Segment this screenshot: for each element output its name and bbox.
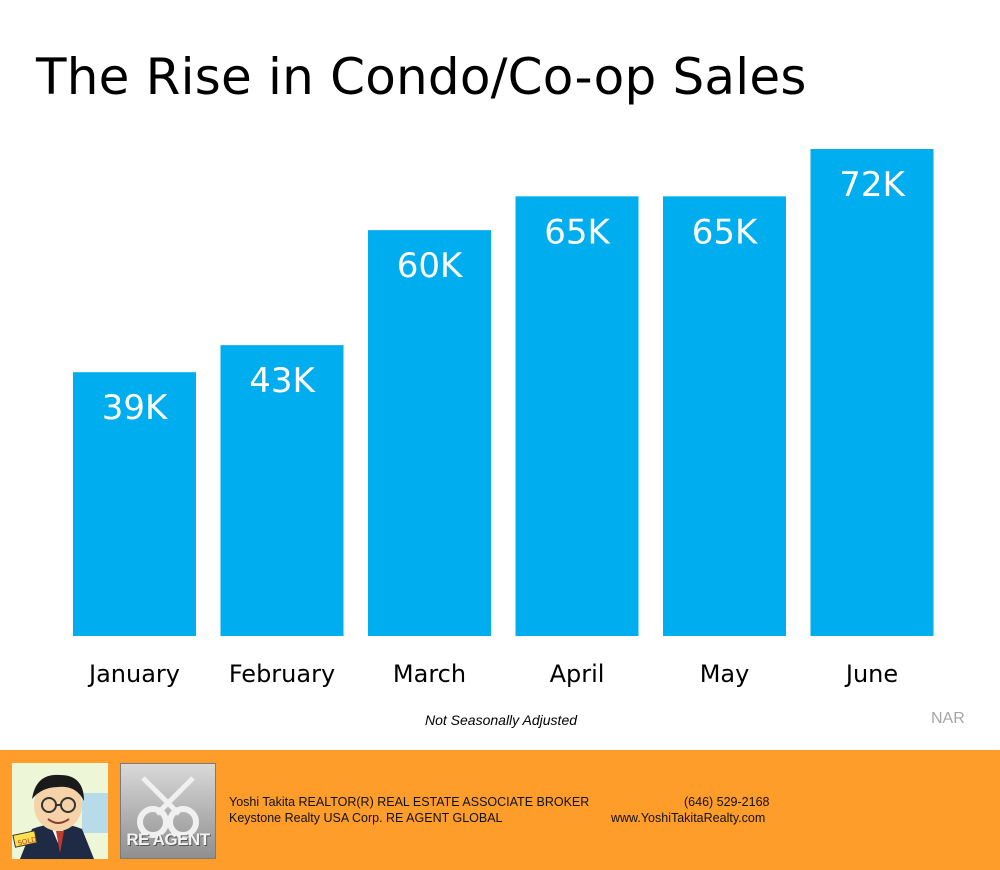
category-labels-group: January February March April May June xyxy=(87,660,898,688)
category-label-march: March xyxy=(393,660,466,688)
bar-april xyxy=(515,196,639,636)
category-label-june: June xyxy=(844,660,898,688)
bar-value-label-may: 65K xyxy=(692,212,759,252)
bar-value-label-april: 65K xyxy=(544,212,611,252)
source-label: NAR xyxy=(931,710,965,727)
category-label-february: February xyxy=(229,660,335,688)
bars-group xyxy=(73,149,934,636)
phone-number: (646) 529-2168 xyxy=(684,795,770,809)
bar-value-label-june: 72K xyxy=(839,165,906,205)
bar-march xyxy=(368,230,491,636)
bar-february xyxy=(220,345,344,636)
agent-avatar: SOLD xyxy=(12,763,108,859)
category-label-january: January xyxy=(87,660,180,688)
bar-may xyxy=(663,196,786,636)
agent-name-line: Yoshi Takita REALTOR(R) REAL ESTATE ASSO… xyxy=(229,795,590,809)
footer-banner: SOLD RE AGENT Yoshi Takita REALTOR(R) RE… xyxy=(0,750,1000,870)
bar-chart: 39K 43K 60K 65K 65K 72K January February March A… xyxy=(73,149,934,688)
company-line: Keystone Realty USA Corp. RE AGENT GLOBA… xyxy=(229,811,503,825)
re-agent-logo: RE AGENT xyxy=(120,763,216,859)
chart-title: The Rise in Condo/Co-op Sales xyxy=(36,48,807,106)
agent-caricature-icon: SOLD xyxy=(12,763,108,859)
category-label-may: May xyxy=(700,660,750,688)
bar-value-label-january: 39K xyxy=(102,388,169,428)
bar-june xyxy=(810,149,934,636)
bar-value-label-march: 60K xyxy=(397,246,464,286)
sold-sign-text: SOLD xyxy=(17,836,37,848)
website-link[interactable]: www.YoshiTakitaRealty.com xyxy=(611,811,766,825)
bar-january xyxy=(73,372,196,636)
logo-text: RE AGENT xyxy=(126,830,210,849)
keys-icon xyxy=(137,776,199,838)
bar-value-label-february: 43K xyxy=(249,361,316,401)
adjustment-note: Not Seasonally Adjusted xyxy=(425,712,578,728)
category-label-april: April xyxy=(550,660,605,688)
bar-labels-group: 39K 43K 60K 65K 65K 72K xyxy=(102,165,907,428)
